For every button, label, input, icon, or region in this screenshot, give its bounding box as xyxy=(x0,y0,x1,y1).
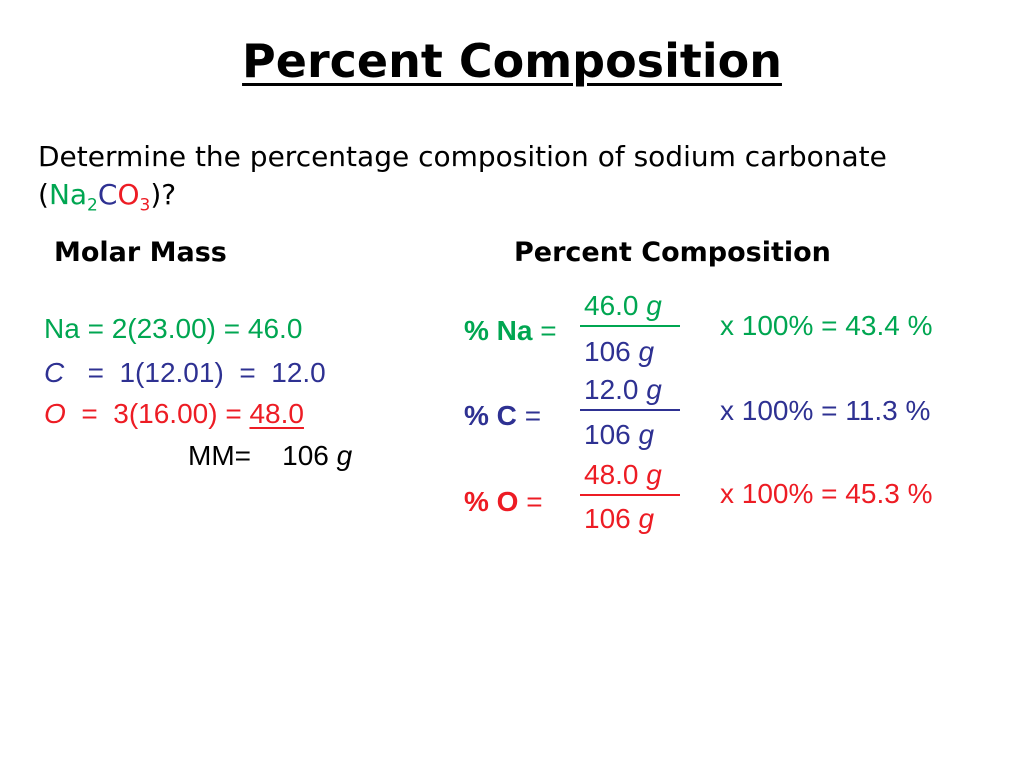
molar-mass-o-line: O = 3(16.00) = 48.0 xyxy=(44,398,304,430)
percent-c-den-value: 106 xyxy=(584,419,631,450)
molar-mass-o-symbol: O xyxy=(44,398,66,429)
molar-mass-o-value: 48.0 xyxy=(249,398,304,429)
percent-na-fraction-bar xyxy=(580,325,680,327)
percent-na-equals: = xyxy=(540,315,557,346)
percent-o-label: % O = xyxy=(464,486,543,518)
percent-c-label: % C = xyxy=(464,400,541,432)
question-text: Determine the percentage composition of … xyxy=(38,138,1008,225)
percent-c-denominator: 106 g xyxy=(584,419,654,451)
formula-o-subscript: 3 xyxy=(139,195,151,216)
percent-na-label: % Na = xyxy=(464,315,557,347)
molar-mass-total: MM= 106 g xyxy=(188,440,352,472)
molar-mass-c-line: C = 1(12.01) = 12.0 xyxy=(44,357,326,389)
percent-c-num-value: 12.0 xyxy=(584,374,639,405)
molar-mass-c-calc: = 1(12.01) = 12.0 xyxy=(87,357,326,388)
molar-mass-total-label: MM= xyxy=(188,440,251,471)
formula-na-subscript: 2 xyxy=(87,195,98,216)
percent-o-fraction-bar xyxy=(580,494,680,496)
percent-na-denominator: 106 g xyxy=(584,336,654,368)
percent-c-num-unit: g xyxy=(646,374,662,405)
percent-c-fraction-bar xyxy=(580,409,680,411)
percent-o-equals: = xyxy=(526,486,543,517)
percent-c-result: x 100% = 11.3 % xyxy=(720,395,931,426)
percent-c-equals: = xyxy=(524,400,542,431)
page-title-text: Percent Composition xyxy=(242,34,782,88)
percent-c-den-unit: g xyxy=(638,419,655,450)
percent-o-num-unit: g xyxy=(646,459,662,490)
percent-na-den-value: 106 xyxy=(584,336,631,367)
percent-o-denominator: 106 g xyxy=(584,503,654,535)
formula-na: Na xyxy=(48,178,88,211)
percent-na-result: x 100% = 43.4 % xyxy=(720,310,933,341)
formula-close: )? xyxy=(150,178,177,211)
percent-c-symbol: % C xyxy=(464,400,517,431)
percent-o-num-value: 48.0 xyxy=(584,459,639,490)
percent-na-symbol: % Na xyxy=(464,315,533,346)
molar-mass-na-line: Na = 2(23.00) = 46.0 xyxy=(44,313,303,344)
percent-composition-heading: Percent Composition xyxy=(514,237,831,268)
molar-mass-total-value: 106 xyxy=(282,440,329,471)
molar-mass-o-calc: = 3(16.00) = xyxy=(81,398,242,429)
page-title: Percent Composition xyxy=(0,34,1024,88)
question-body: Determine the percentage composition of … xyxy=(38,140,887,173)
percent-na-num-value: 46.0 xyxy=(584,290,639,321)
molar-mass-total-unit: g xyxy=(336,440,353,471)
percent-o-den-unit: g xyxy=(638,503,655,534)
percent-o-result: x 100% = 45.3 % xyxy=(720,478,933,509)
percent-o-den-value: 106 xyxy=(584,503,631,534)
percent-na-numerator: 46.0 g xyxy=(584,290,662,322)
formula-c: C xyxy=(97,178,118,211)
percent-o-symbol: % O xyxy=(464,486,519,517)
formula-o: O xyxy=(117,178,140,211)
percent-na-num-unit: g xyxy=(646,290,662,321)
percent-c-numerator: 12.0 g xyxy=(584,374,662,406)
molar-mass-heading: Molar Mass xyxy=(54,237,227,268)
percent-na-den-unit: g xyxy=(638,336,655,367)
molar-mass-c-symbol: C xyxy=(44,357,65,388)
formula-open: ( xyxy=(38,178,49,211)
percent-o-numerator: 48.0 g xyxy=(584,459,662,491)
